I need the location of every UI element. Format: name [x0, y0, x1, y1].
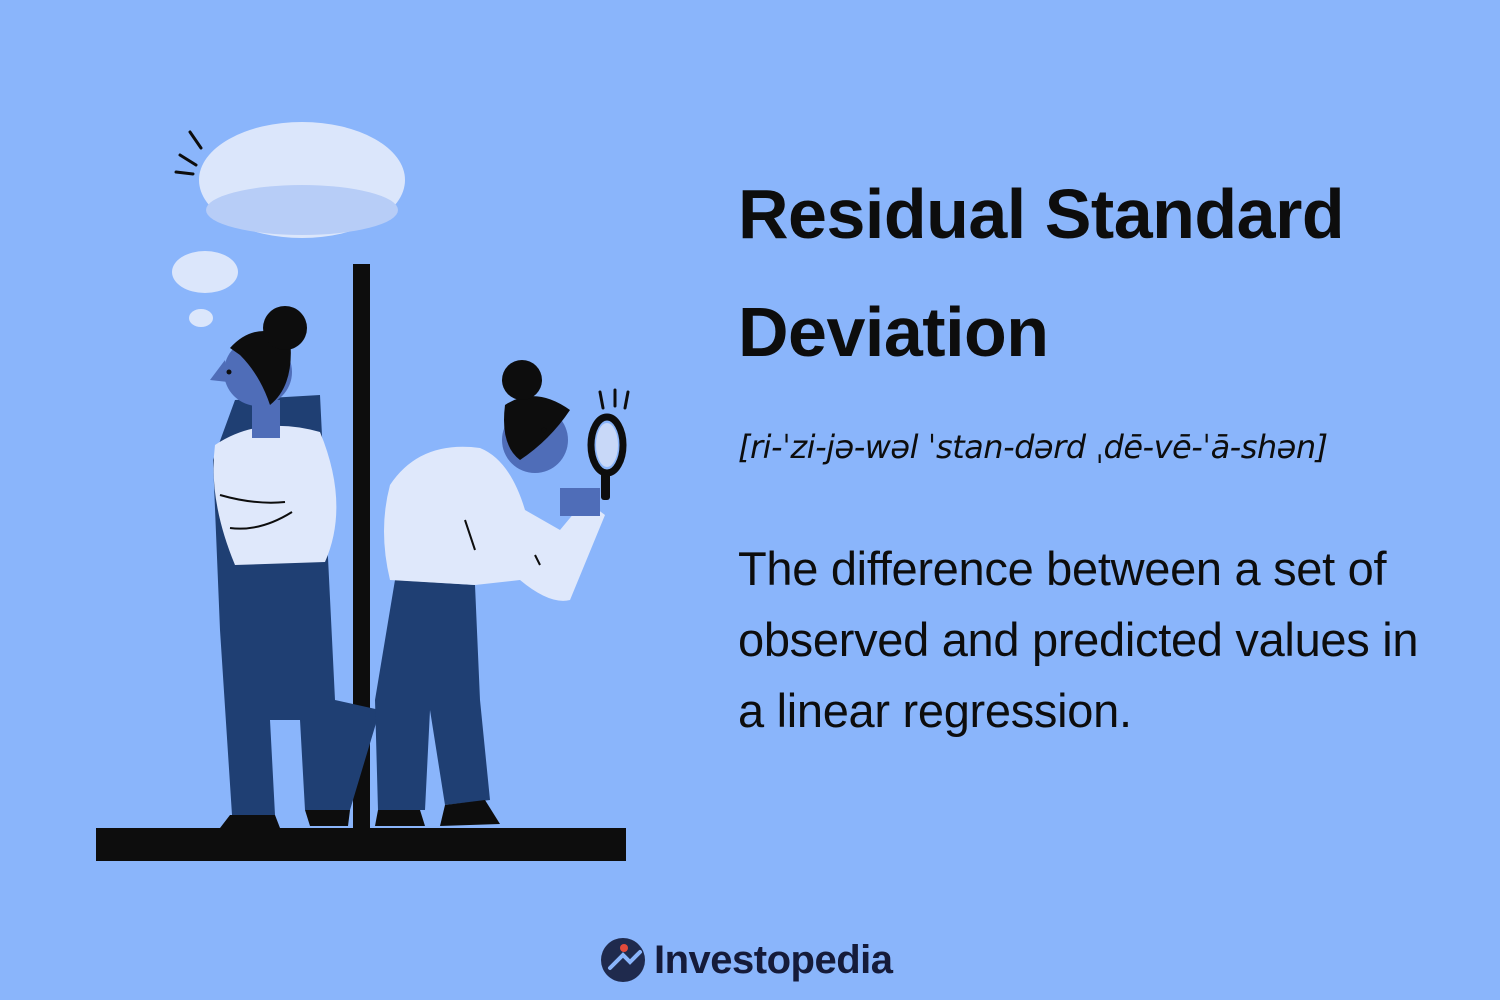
right-person-figure: [375, 360, 630, 826]
pronunciation: [ri-ˈzi-jə-wəl ˈstan-dərd ˌdē-vē-ˈā-shən…: [738, 428, 1328, 466]
investopedia-logo[interactable]: Investopedia: [600, 933, 893, 987]
definition: The difference between a set of observed…: [738, 542, 1419, 737]
investopedia-logo-icon: [601, 938, 645, 982]
left-person-figure: [210, 306, 380, 828]
page-title: Residual Standard Deviation: [738, 175, 1345, 371]
illustration: [96, 122, 630, 861]
divider-wall: [353, 264, 370, 830]
ground-line: [96, 828, 626, 861]
brand-name: Investopedia: [654, 937, 893, 982]
thought-bubble-icon: [172, 122, 405, 327]
